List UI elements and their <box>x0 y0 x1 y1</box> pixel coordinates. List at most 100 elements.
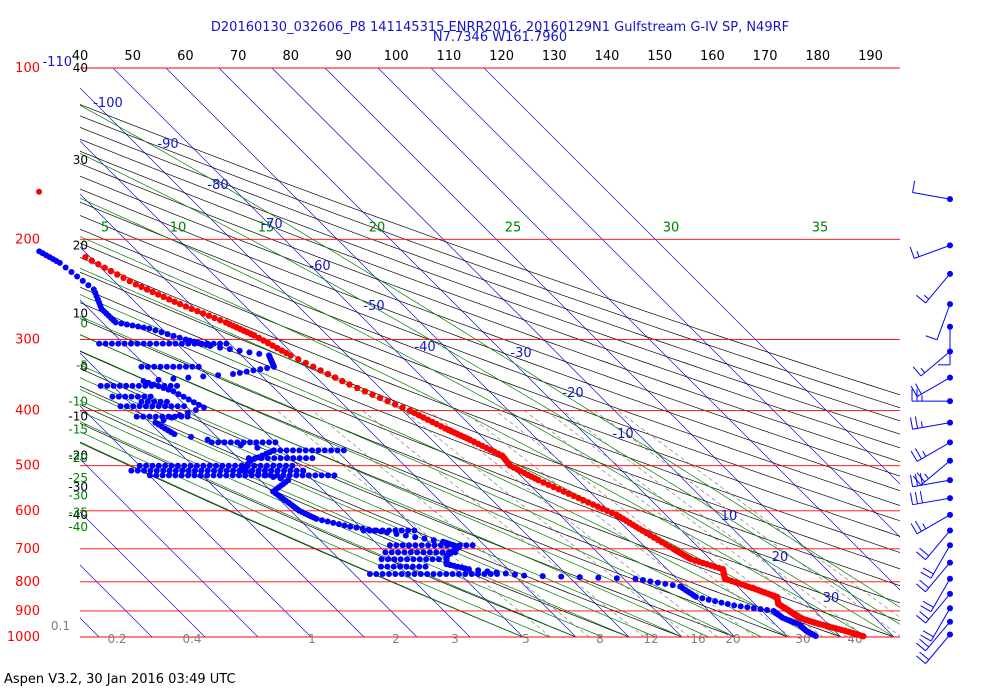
temperature-point <box>287 352 294 359</box>
mixing-ratio-line <box>403 410 690 637</box>
dewpoint-point <box>272 439 279 446</box>
temperature-point <box>126 277 133 285</box>
mixing-ratio-line <box>462 410 755 637</box>
dewpoint-point <box>439 549 446 556</box>
wind-barb-flag <box>910 385 918 397</box>
wind-barb-station-dot <box>947 527 953 534</box>
dewpoint-point <box>204 340 211 347</box>
dewpoint-point <box>164 331 171 338</box>
wind-barb-half-flag <box>922 450 927 457</box>
dewpoint-point <box>270 447 277 454</box>
dewpoint-point <box>115 340 122 347</box>
dewpoint-point <box>692 593 699 600</box>
dewpoint-point <box>191 340 198 347</box>
dewpoint-point <box>662 580 669 587</box>
moist-adiabat-label: -25 <box>68 471 88 485</box>
wind-barb-staff <box>912 192 951 200</box>
dewpoint-point <box>235 472 242 479</box>
wind-barb <box>916 559 953 593</box>
dewpoint-point <box>234 439 241 446</box>
dewpoint-point <box>188 433 195 440</box>
dewpoint-point <box>244 462 251 469</box>
dewpoint-point <box>293 472 300 479</box>
dewpoint-point <box>443 571 450 578</box>
dewpoint-point <box>143 462 150 469</box>
dewpoint-point <box>270 363 277 370</box>
dewpoint-point <box>170 388 177 395</box>
dewpoint-point <box>185 340 192 347</box>
dewpoint-point <box>117 403 124 410</box>
dewpoint-point <box>179 467 186 474</box>
dewpoint-point <box>313 515 320 522</box>
wind-barb-station-dot <box>947 590 953 597</box>
dewpoint-point <box>110 382 117 389</box>
wind-barb-flag <box>919 638 930 648</box>
dewpoint-point <box>211 467 218 474</box>
wind-barb-flag <box>912 180 916 193</box>
dewpoint-point <box>193 462 200 469</box>
wind-barb-flag <box>925 335 938 341</box>
dewpoint-point <box>242 472 249 479</box>
dewpoint-point <box>147 393 154 400</box>
isotherm-label: -90 <box>157 137 178 152</box>
dewpoint-point <box>274 467 281 474</box>
temperature-point <box>143 286 151 293</box>
moist-adiabat-line <box>80 334 762 637</box>
wind-barb-flag <box>916 583 926 593</box>
dewpoint-point <box>398 527 405 534</box>
dewpoint-point <box>128 467 135 474</box>
top-axis-tick-label: 150 <box>647 49 672 64</box>
dewpoint-point <box>406 542 413 549</box>
dewpoint-point <box>133 413 140 420</box>
wind-barb <box>938 323 953 366</box>
dewpoint-point <box>264 455 271 462</box>
moist-adiabat-label: 30 <box>663 220 680 235</box>
dewpoint-point <box>303 455 310 462</box>
dewpoint-point <box>178 472 185 479</box>
dewpoint-point <box>121 340 128 347</box>
temperature-point <box>384 397 391 405</box>
dewpoint-point <box>141 393 148 400</box>
isotherm-label: -110 <box>42 55 72 70</box>
dewpoint-point <box>261 467 268 474</box>
dewpoint-point <box>255 472 262 479</box>
dewpoint-point <box>136 462 143 469</box>
dewpoint-point <box>276 462 283 469</box>
dewpoint-point <box>639 577 646 584</box>
isotherm-line <box>80 246 471 637</box>
dewpoint-point <box>402 532 409 539</box>
dewpoint-point <box>153 467 160 474</box>
dewpoint-point <box>96 340 103 347</box>
dewpoint-point <box>155 462 162 469</box>
dry-adiabat-line <box>80 163 900 463</box>
dewpoint-point <box>378 556 385 563</box>
dewpoint-point <box>172 467 179 474</box>
dewpoint-point <box>302 447 309 454</box>
wind-barb-flag <box>919 611 930 620</box>
pressure-label: 800 <box>15 575 40 590</box>
dewpoint-point <box>215 372 222 379</box>
wind-barb-column <box>909 180 953 665</box>
dewpoint-point <box>465 566 472 573</box>
dewpoint-point <box>283 455 290 462</box>
dewpoint-point <box>397 556 404 563</box>
dewpoint-point <box>378 563 385 570</box>
dewpoint-point <box>324 518 331 525</box>
dewpoint-point <box>219 462 226 469</box>
moist-adiabat-line <box>80 421 577 637</box>
wind-barb-staff <box>930 578 951 612</box>
dewpoint-point <box>433 549 440 556</box>
dewpoint-point <box>257 366 264 373</box>
dewpoint-point <box>318 472 325 479</box>
wind-barb-staff <box>916 514 951 535</box>
dewpoint-point <box>452 549 459 556</box>
wind-barb-flag <box>922 600 934 608</box>
dewpoint-point <box>216 472 223 479</box>
temperature-point <box>88 257 96 264</box>
dewpoint-point <box>162 462 169 469</box>
top-axis-tick-label: 100 <box>384 49 409 64</box>
dewpoint-point <box>85 282 92 289</box>
wind-barb-flag <box>910 474 914 487</box>
wind-barb-station-dot <box>947 605 953 612</box>
dewpoint-point <box>152 413 159 420</box>
